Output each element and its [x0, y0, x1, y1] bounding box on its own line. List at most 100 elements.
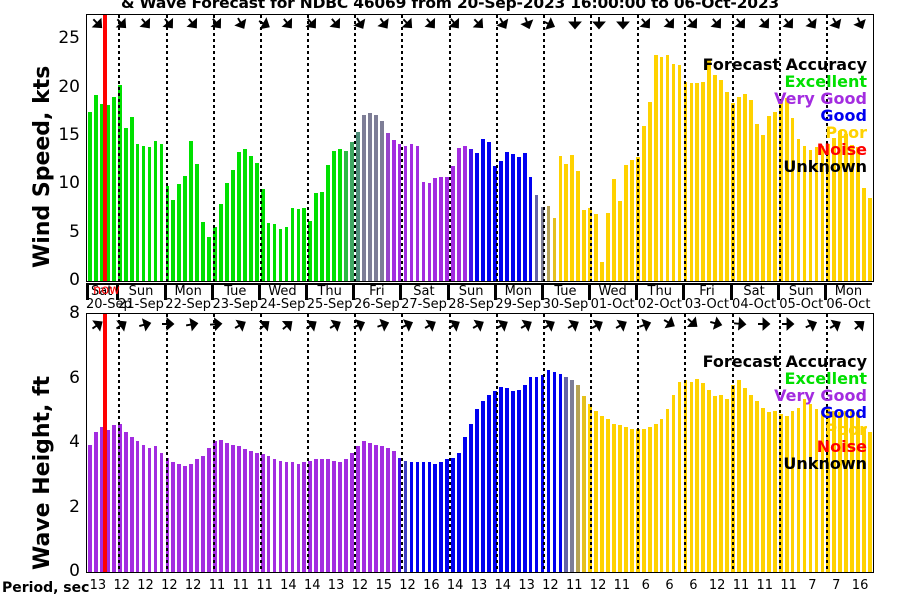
period-value: 11 — [756, 578, 774, 593]
date-axis-day-21-sep: Sun 21-Sep — [117, 285, 164, 311]
bar — [373, 444, 378, 572]
bar — [671, 64, 676, 281]
y-tick-label: 0 — [69, 561, 80, 581]
period-value: 11 — [780, 578, 797, 593]
date-axis-day-29-sep: Mon 29-Sep — [495, 285, 542, 311]
bar — [618, 425, 622, 572]
direction-arrow-icon — [519, 315, 537, 333]
day-gridline — [354, 15, 357, 281]
bar — [677, 381, 682, 572]
bar — [493, 165, 497, 281]
wind-direction-arrow-row — [87, 15, 873, 35]
bar — [862, 188, 866, 281]
bar — [743, 94, 747, 281]
day-gridline — [259, 15, 262, 281]
day-date-label: 05-Oct — [779, 297, 824, 312]
bar — [314, 192, 319, 281]
bar — [540, 206, 545, 281]
bar — [653, 423, 658, 572]
bar — [481, 138, 485, 281]
bar — [248, 156, 253, 281]
y-tick-label: 20 — [58, 76, 80, 97]
legend-item-unknown: Unknown — [783, 454, 867, 473]
period-value: 16 — [423, 578, 440, 593]
period-value: 14 — [280, 578, 297, 593]
direction-arrow-icon — [185, 16, 203, 34]
bar — [350, 452, 354, 572]
bar — [600, 261, 604, 281]
day-separator — [352, 283, 356, 300]
direction-arrow-icon — [90, 16, 108, 34]
bar — [88, 444, 92, 572]
date-axis-day-02-oct: Thu 02-Oct — [636, 285, 683, 311]
direction-arrow-icon — [138, 16, 156, 34]
direction-arrow-icon — [852, 16, 870, 34]
y-tick-label: 4 — [69, 432, 80, 452]
period-row: 13 12 12 12 12 11 11 11 14 14 13 12 15 12 16 14 13 14 13 12… — [86, 578, 874, 596]
bar — [463, 436, 467, 572]
bar — [338, 462, 342, 572]
bar — [624, 426, 628, 572]
day-gridline — [401, 15, 404, 281]
bar — [219, 203, 223, 281]
bar — [695, 378, 700, 572]
bar — [564, 163, 569, 281]
bar — [231, 444, 235, 572]
bar — [421, 182, 426, 281]
bar — [409, 462, 414, 572]
bar — [94, 95, 98, 281]
bar — [308, 460, 313, 572]
bar — [504, 152, 509, 281]
wind-speed-legend: Forecast Accuracy Excellent Very Good Go… — [703, 57, 867, 176]
bar — [344, 151, 348, 281]
period-value: 14 — [446, 578, 464, 593]
bar — [433, 178, 438, 281]
direction-arrow-icon — [400, 16, 418, 34]
direction-arrow-icon — [590, 315, 608, 333]
bar — [814, 146, 819, 281]
day-date-label: 24-Sep — [259, 297, 306, 312]
bar — [808, 150, 813, 281]
day-date-label: 01-Oct — [590, 297, 635, 312]
bar — [290, 462, 295, 572]
bar — [701, 383, 706, 572]
period-value: 7 — [808, 578, 817, 593]
bar — [487, 141, 491, 281]
legend-item-noise: Noise — [816, 140, 867, 159]
period-value: 6 — [689, 578, 698, 593]
bar — [445, 459, 450, 572]
bar — [409, 143, 414, 281]
bar — [397, 143, 402, 281]
bar — [850, 409, 854, 572]
direction-arrow-icon — [328, 315, 346, 333]
bar — [183, 175, 188, 281]
bar — [796, 138, 801, 281]
day-gridline — [212, 314, 215, 572]
bar — [755, 124, 759, 281]
bar — [606, 418, 610, 572]
bar — [766, 115, 771, 281]
bar — [100, 104, 104, 281]
bar — [278, 460, 283, 572]
bar — [207, 447, 211, 572]
date-axis-day-27-sep: Sat 27-Sep — [400, 285, 447, 311]
bar — [719, 79, 723, 281]
bar — [147, 447, 152, 572]
bar — [463, 145, 467, 281]
day-of-week-label: Sat — [413, 284, 435, 299]
day-gridline — [731, 15, 734, 281]
bar — [558, 373, 563, 572]
day-gridline — [165, 15, 168, 281]
day-separator — [446, 283, 450, 300]
bar — [701, 81, 706, 281]
bar — [540, 375, 545, 572]
direction-arrow-icon — [662, 16, 680, 34]
day-date-label: 20-Sep — [86, 297, 132, 312]
direction-arrow-icon — [352, 16, 370, 34]
bar — [201, 455, 205, 572]
bar — [177, 463, 182, 572]
bar — [671, 394, 676, 572]
direction-arrow-icon — [638, 16, 656, 34]
bar — [546, 370, 551, 572]
bar — [320, 459, 325, 572]
